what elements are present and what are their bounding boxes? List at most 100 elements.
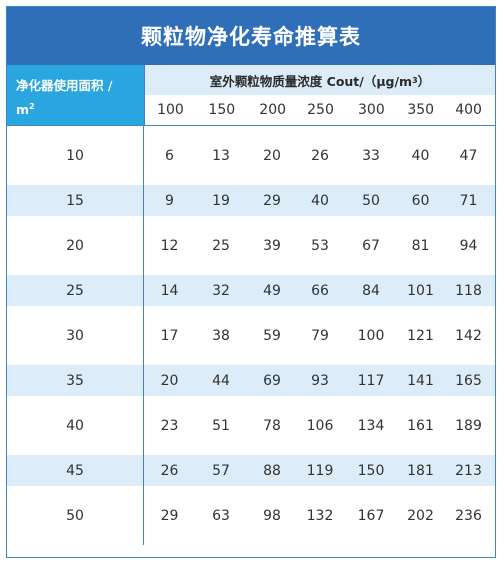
value-cell: 26 <box>160 462 179 479</box>
value-cell: 63 <box>212 507 230 524</box>
value-cell: 100 <box>357 327 385 344</box>
value-cell: 121 <box>407 327 434 344</box>
value-cell: 202 <box>407 507 434 524</box>
value-cell: 81 <box>411 237 430 254</box>
value-cell: 67 <box>362 237 380 254</box>
value-cell: 165 <box>455 372 482 389</box>
table-row: 25 14 32 49 66 84 101 118 <box>7 275 495 306</box>
value-cell: 59 <box>263 327 281 344</box>
area-cell: 35 <box>66 372 84 389</box>
table-header: 净化器使用面积 / m2 室外颗粒物质量浓度 Cout/（μg/m 3） 100 … <box>7 65 495 126</box>
column-header: 200 <box>259 102 287 118</box>
value-cell: 17 <box>160 327 179 344</box>
value-cell: 25 <box>212 237 230 254</box>
area-cell: 25 <box>66 282 84 299</box>
table-row: 30 17 38 59 79 100 121 142 <box>7 306 495 365</box>
row-values: 26 57 88 119 150 181 213 <box>143 455 495 486</box>
row-values: 14 32 49 66 84 101 118 <box>143 275 495 306</box>
value-cell: 13 <box>212 147 230 164</box>
area-header-label: 净化器使用面积 / <box>16 78 113 93</box>
value-cell: 181 <box>407 462 434 479</box>
table-row: 45 26 57 88 119 150 181 213 <box>7 455 495 486</box>
area-cell: 30 <box>66 327 84 344</box>
value-cell: 88 <box>263 462 281 479</box>
value-cell: 20 <box>263 147 281 164</box>
area-column-header: 净化器使用面积 / m2 <box>7 65 144 125</box>
value-cell: 12 <box>160 237 179 254</box>
value-cell: 189 <box>455 417 482 434</box>
value-cell: 32 <box>212 282 230 299</box>
area-cell: 50 <box>66 507 84 524</box>
area-cell: 15 <box>66 192 84 209</box>
table-row: 20 12 25 39 53 67 81 94 <box>7 216 495 275</box>
table-body: 10 6 13 20 26 33 40 47 15 9 19 29 40 50 60 71 20 12 25 39 53… <box>7 126 495 545</box>
row-values: 9 19 29 40 50 60 71 <box>143 185 495 216</box>
value-cell: 20 <box>160 372 179 389</box>
value-cell: 23 <box>160 417 179 434</box>
row-values: 20 44 69 93 117 141 165 <box>143 365 495 396</box>
value-cell: 19 <box>212 192 230 209</box>
value-cell: 134 <box>357 417 385 434</box>
value-cell: 142 <box>455 327 482 344</box>
value-cell: 94 <box>459 237 478 254</box>
value-cell: 106 <box>306 417 334 434</box>
concentration-header-label: 室外颗粒物质量浓度 Cout/（μg/m <box>209 73 413 89</box>
value-cell: 98 <box>263 507 281 524</box>
value-cell: 213 <box>455 462 482 479</box>
value-cell: 161 <box>407 417 434 434</box>
value-cell: 6 <box>165 147 174 164</box>
value-cell: 119 <box>306 462 334 479</box>
column-header: 400 <box>455 102 482 118</box>
value-cell: 57 <box>212 462 230 479</box>
table-title: 颗粒物净化寿命推算表 <box>7 7 495 65</box>
value-cell: 79 <box>311 327 329 344</box>
value-cell: 29 <box>160 507 179 524</box>
area-cell: 10 <box>66 147 84 164</box>
value-cell: 40 <box>411 147 430 164</box>
value-cell: 78 <box>263 417 281 434</box>
value-cell: 53 <box>311 237 329 254</box>
column-header: 350 <box>407 102 435 118</box>
value-cell: 50 <box>362 192 380 209</box>
value-cell: 47 <box>459 147 478 164</box>
value-cell: 167 <box>357 507 385 524</box>
value-cell: 14 <box>160 282 179 299</box>
area-cell: 40 <box>66 417 84 434</box>
value-cell: 49 <box>263 282 281 299</box>
value-cell: 71 <box>459 192 478 209</box>
concentration-column-labels: 100 150 200 250 300 350 400 <box>144 95 495 125</box>
value-cell: 26 <box>311 147 329 164</box>
table-row: 15 9 19 29 40 50 60 71 <box>7 185 495 216</box>
concentration-header: 室外颗粒物质量浓度 Cout/（μg/m 3） <box>144 65 495 95</box>
value-cell: 69 <box>263 372 281 389</box>
value-cell: 101 <box>407 282 434 299</box>
value-cell: 60 <box>411 192 430 209</box>
value-cell: 38 <box>212 327 230 344</box>
value-cell: 150 <box>357 462 385 479</box>
value-cell: 66 <box>311 282 329 299</box>
table-row: 40 23 51 78 106 134 161 189 <box>7 396 495 455</box>
value-cell: 132 <box>306 507 334 524</box>
value-cell: 40 <box>311 192 329 209</box>
row-values: 29 63 98 132 167 202 236 <box>143 486 495 545</box>
row-values: 12 25 39 53 67 81 94 <box>143 216 495 275</box>
value-cell: 9 <box>165 192 174 209</box>
row-values: 23 51 78 106 134 161 189 <box>143 396 495 455</box>
value-cell: 39 <box>263 237 281 254</box>
value-cell: 44 <box>212 372 230 389</box>
concentration-header-tail: ） <box>417 73 431 89</box>
row-values: 6 13 20 26 33 40 47 <box>143 126 495 185</box>
value-cell: 84 <box>362 282 380 299</box>
area-cell: 45 <box>66 462 84 479</box>
area-header-unit: m2 <box>16 102 35 118</box>
column-header: 250 <box>307 102 334 118</box>
value-cell: 117 <box>357 372 385 389</box>
table-row: 35 20 44 69 93 117 141 165 <box>7 365 495 396</box>
row-values: 17 38 59 79 100 121 142 <box>143 306 495 365</box>
lifespan-table: 颗粒物净化寿命推算表 净化器使用面积 / m2 室外颗粒物质量浓度 Cout/（… <box>6 6 496 558</box>
value-cell: 51 <box>212 417 230 434</box>
concentration-header-sup: 3 <box>412 75 418 85</box>
value-cell: 236 <box>455 507 482 524</box>
value-cell: 118 <box>455 282 482 299</box>
column-header: 300 <box>358 102 385 118</box>
